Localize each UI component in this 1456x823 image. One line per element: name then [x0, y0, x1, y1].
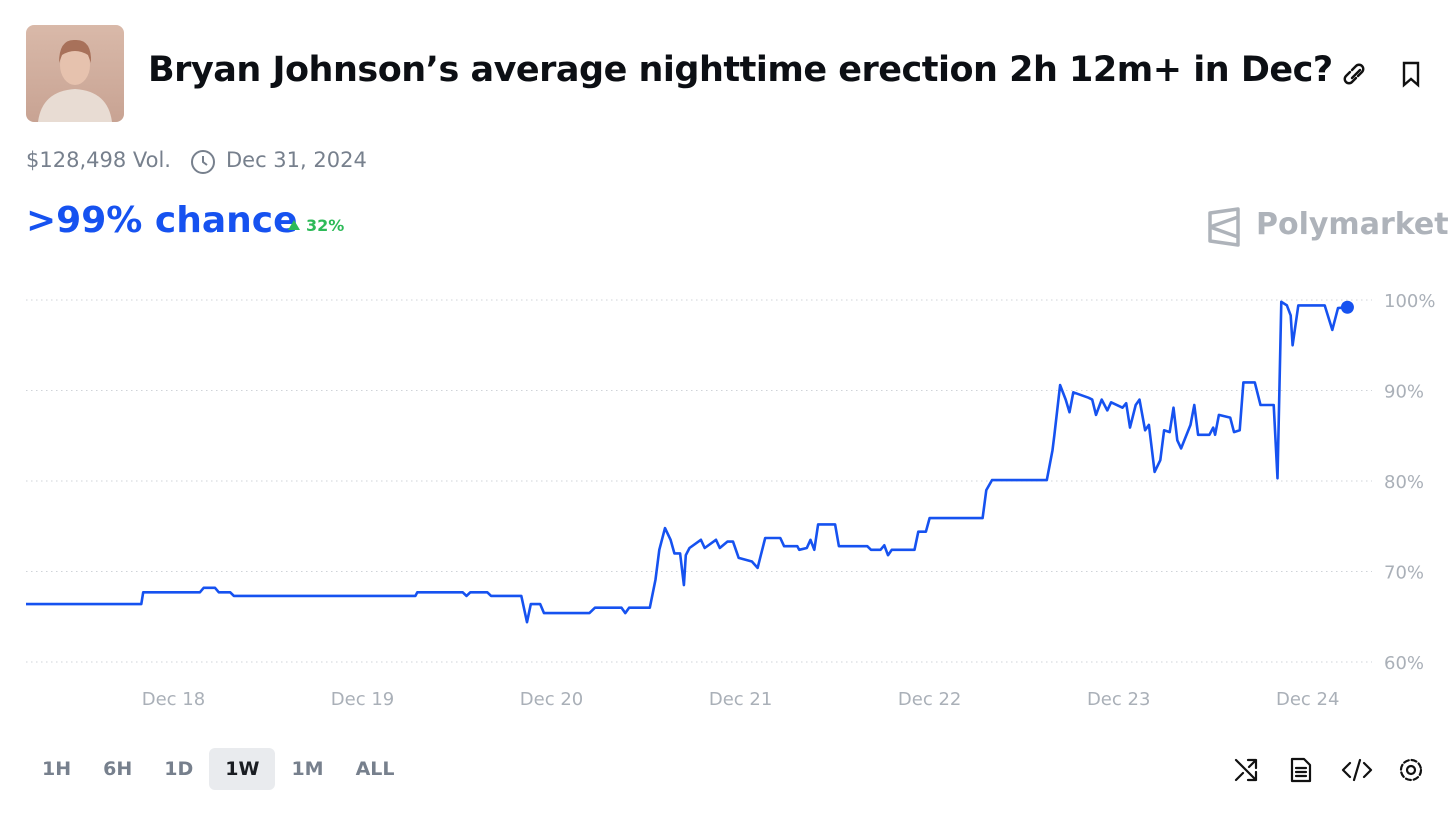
clock-icon: [191, 150, 215, 174]
range-button[interactable]: 6H: [103, 758, 133, 780]
range-button[interactable]: ALL: [355, 758, 395, 780]
embed-icon[interactable]: [1341, 758, 1373, 782]
x-tick-label: Dec 22: [898, 689, 961, 710]
y-tick-label: 90%: [1384, 382, 1424, 403]
settings-icon[interactable]: [1399, 758, 1423, 782]
y-tick-label: 80%: [1384, 472, 1424, 493]
toolbar-icons: [1234, 757, 1423, 783]
chance: >99% chance: [26, 200, 298, 241]
chart: 60% 70% 80% 90% 100% Dec 18 Dec 19 Dec 20 Dec 21…: [26, 291, 1435, 710]
shuffle-icon[interactable]: [1234, 758, 1258, 782]
x-tick-label: Dec 21: [709, 689, 772, 710]
y-tick-label: 60%: [1384, 653, 1424, 674]
change: 32%: [306, 216, 345, 235]
y-tick-label: 70%: [1384, 563, 1424, 584]
link-icon[interactable]: [1343, 63, 1365, 85]
range-selector: 1H 6H 1D 1W 1M ALL: [26, 748, 411, 790]
document-icon[interactable]: [1290, 757, 1312, 783]
market-title: Bryan Johnson’s average nighttime erecti…: [148, 50, 1333, 90]
x-tick-label: Dec 20: [520, 689, 583, 710]
range-button[interactable]: 1W: [209, 748, 276, 790]
x-tick-label: Dec 24: [1276, 689, 1339, 710]
volume: $128,498 Vol.: [26, 148, 171, 172]
avatar: [26, 25, 124, 122]
brand: Polymarket: [1256, 207, 1449, 242]
range-button[interactable]: 1M: [291, 758, 324, 780]
range-button[interactable]: 1H: [42, 758, 72, 780]
range-button[interactable]: 1D: [164, 758, 194, 780]
x-tick-label: Dec 19: [331, 689, 394, 710]
bookmark-icon[interactable]: [1402, 61, 1420, 88]
x-tick-label: Dec 23: [1087, 689, 1150, 710]
y-tick-label: 100%: [1384, 291, 1435, 312]
brand-logo: [1208, 207, 1240, 247]
header-icons: [1343, 61, 1420, 88]
last-point: [1340, 300, 1354, 314]
up-arrow: [288, 220, 300, 230]
end-date: Dec 31, 2024: [226, 148, 367, 172]
x-tick-label: Dec 18: [142, 689, 205, 710]
price-line: [26, 300, 1348, 624]
